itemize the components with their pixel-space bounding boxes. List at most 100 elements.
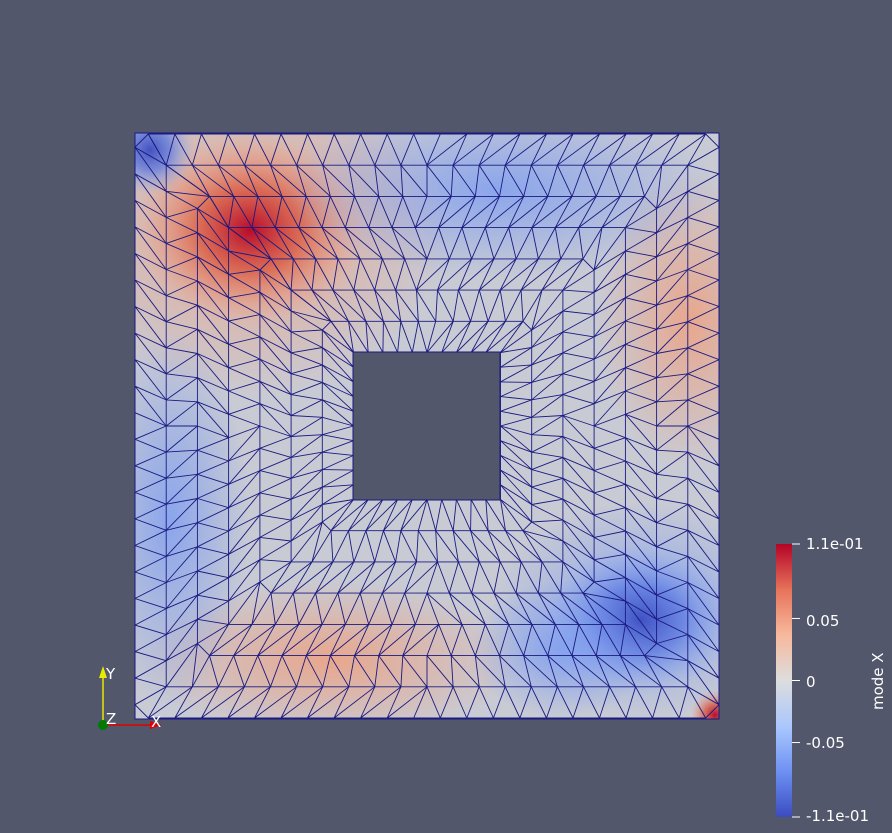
mesh-edge [593, 447, 626, 462]
mesh-edge [374, 164, 404, 197]
mesh-edge [381, 258, 397, 291]
orientation-axes[interactable]: Y Z X [98, 665, 162, 731]
mesh-edge [135, 200, 167, 244]
mesh-edge [554, 624, 573, 656]
mesh-edge [426, 133, 441, 166]
mesh-edge [257, 624, 276, 656]
mesh-edge [562, 477, 595, 494]
mesh-edge [395, 290, 402, 322]
mesh-edge [493, 592, 533, 625]
mesh-edge [426, 655, 454, 688]
mesh-edge [582, 227, 603, 260]
mesh-edge [166, 321, 198, 330]
mesh-edge [257, 655, 271, 687]
mesh-edge [448, 561, 459, 594]
mesh-edge [391, 227, 406, 260]
mesh-edge [508, 227, 517, 260]
mesh-edge [165, 449, 198, 479]
mesh-edge [166, 232, 198, 244]
mesh-edge [470, 499, 472, 531]
mesh-edge [449, 592, 486, 625]
mesh-edge [281, 624, 323, 656]
mesh-edge [374, 165, 380, 197]
mesh-edge [348, 499, 369, 531]
mesh-edge [455, 321, 472, 353]
mesh-edge [290, 331, 323, 348]
mesh-edge [656, 594, 688, 610]
mesh-edge [500, 499, 532, 523]
mesh-edge [321, 592, 339, 625]
mesh-edge [560, 227, 580, 260]
mesh-edge [165, 304, 198, 323]
mesh-edge [500, 364, 532, 383]
mesh-edge [166, 269, 198, 282]
mesh-edge [531, 133, 574, 166]
mesh-edge [270, 561, 292, 594]
mesh-edge [386, 686, 428, 719]
mesh-edge [290, 469, 323, 500]
mesh-edge [280, 686, 323, 719]
mesh-edge [307, 133, 324, 166]
mesh-edge [644, 655, 689, 688]
mesh-edge [228, 448, 261, 485]
mesh-edge [291, 329, 323, 333]
mesh-edge [365, 499, 398, 532]
mesh-edge [599, 686, 611, 719]
mesh-edge [291, 434, 323, 437]
mesh-edge [197, 577, 229, 596]
mesh-edge [595, 624, 603, 656]
mesh-edge [515, 592, 556, 625]
mesh-edge [400, 164, 428, 197]
mesh-edge [656, 373, 689, 403]
mesh-edge [197, 401, 229, 415]
mesh-edge [290, 352, 323, 366]
mesh-edge [359, 258, 376, 291]
mesh-edge [595, 165, 610, 197]
mesh-edge [457, 258, 473, 291]
mesh-edge [135, 146, 167, 166]
mesh-edge [322, 399, 354, 412]
mesh-edge [135, 518, 167, 531]
mesh-edge [656, 570, 688, 583]
mesh-edge [485, 499, 506, 531]
mesh-edge [499, 258, 517, 291]
mesh-edge [687, 425, 719, 467]
mesh-edge [470, 289, 480, 322]
mesh-edge [500, 469, 532, 488]
color-legend[interactable]: 1.1e-01 0.05 0 -0.05 -1.1e-01 mode X [776, 535, 887, 825]
mesh-edge [228, 514, 261, 555]
mesh-edge [322, 469, 354, 471]
mesh-edge [531, 331, 564, 366]
mesh-edge [135, 385, 167, 427]
mesh-edge [435, 530, 459, 563]
mesh-edge [201, 686, 245, 719]
mesh-edge [625, 507, 657, 524]
mesh-edge [656, 477, 689, 499]
mesh-edge [348, 530, 355, 562]
mesh-edge [228, 559, 261, 602]
colorbar-gradient [776, 544, 792, 817]
mesh-edge [562, 331, 595, 338]
mesh-edge [197, 328, 229, 345]
mesh-edge [218, 164, 259, 197]
mesh-edge [547, 655, 558, 687]
mesh-edge [197, 256, 229, 298]
mesh-edge [166, 190, 210, 197]
mesh-edge [270, 561, 313, 594]
mesh-edge [147, 133, 167, 166]
mesh-edge [259, 403, 292, 437]
mesh-edge [687, 295, 719, 307]
mesh-edge [562, 373, 595, 382]
mesh-edge [619, 165, 637, 197]
mesh-edge [493, 561, 501, 594]
mesh-edge [500, 484, 533, 523]
mesh-edge [656, 451, 689, 475]
mesh-edge [656, 190, 689, 209]
colorbar-title: mode X [869, 652, 887, 710]
mesh-edge [166, 256, 198, 270]
mesh-edge [417, 499, 428, 531]
mesh-edge [620, 655, 662, 688]
mesh-edge [201, 686, 219, 719]
